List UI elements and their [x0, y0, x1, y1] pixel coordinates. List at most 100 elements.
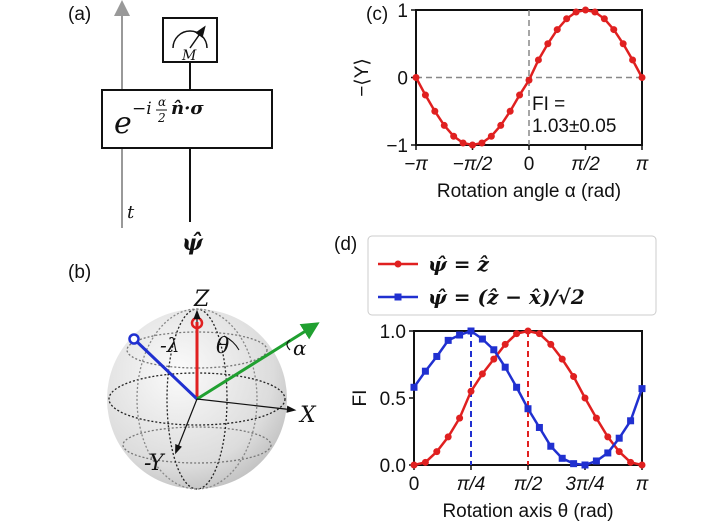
x-axis: [196, 398, 297, 413]
data-point: [490, 355, 498, 363]
y-axis-label: -Y: [144, 451, 166, 476]
data-point: [467, 327, 475, 335]
data-point: [410, 383, 418, 391]
data-point: [638, 385, 646, 393]
data-point: [468, 141, 476, 149]
x-axis-label: X: [298, 403, 317, 428]
data-point: [525, 76, 533, 84]
data-point: [619, 40, 627, 48]
x-tick-label: π/4: [457, 474, 486, 495]
y-tick-label: 1.0: [380, 322, 406, 343]
data-point: [544, 40, 552, 48]
svg-text:2: 2: [157, 111, 166, 125]
data-point: [615, 434, 623, 442]
data-point: [591, 8, 599, 16]
legend-red-label: ψ̂ = ẑ: [428, 252, 490, 276]
rotation-gate-formula: e −i α 2 n̂·σ: [114, 95, 204, 141]
data-point: [600, 15, 608, 23]
y-tick-label: 0.0: [380, 456, 406, 477]
rotation-direction-icon: [286, 339, 291, 351]
chart-c: −π −π/2 0 π/2 π −1 0 1 Rotation angle α (rad) −⟨Y…: [352, 1, 650, 202]
data-point: [638, 461, 646, 469]
fi-annotation-value: 1.03±0.05: [532, 116, 616, 137]
data-point: [524, 405, 532, 413]
data-point: [421, 367, 429, 375]
blue-state-marker: [128, 333, 140, 345]
data-point: [431, 107, 439, 115]
data-point: [570, 460, 578, 468]
data-point: [604, 449, 612, 457]
data-point: [478, 335, 486, 343]
legend-blue-marker: [394, 293, 402, 301]
data-point: [456, 331, 464, 339]
legend-blue-label: ψ̂ = (ẑ − x̂)/√2: [428, 285, 585, 309]
alpha-angle-label: α: [293, 336, 307, 360]
y-axis: [175, 398, 198, 455]
data-point: [501, 363, 509, 371]
data-point: [444, 336, 452, 344]
data-point: [610, 26, 618, 34]
data-point: [524, 327, 532, 335]
data-point: [553, 26, 561, 34]
panel-d-label: (d): [334, 234, 357, 255]
panel-a-label: (a): [68, 4, 91, 25]
x-tick-label: 3π/4: [565, 474, 604, 495]
lambda-angle-label: -λ: [160, 333, 179, 357]
fi-annotation-line1: FI =: [532, 94, 565, 115]
data-point: [456, 414, 464, 422]
legend-box: [367, 235, 657, 316]
x-tick-label: 0: [524, 154, 535, 175]
y-tick-label: 0: [397, 69, 408, 90]
data-point: [421, 91, 429, 99]
data-point: [513, 383, 521, 391]
data-point: [627, 417, 635, 425]
rotation-gate-box: [101, 89, 273, 149]
data-point: [506, 107, 514, 115]
data-point: [433, 352, 441, 360]
blue-state-vector: [132, 337, 199, 401]
meter-icon: [172, 25, 208, 49]
data-point: [570, 373, 578, 381]
panel-c-label: (c): [366, 4, 388, 25]
data-point: [547, 340, 555, 348]
legend: ψ̂ = ẑ ψ̂ = (ẑ − x̂)/√2: [367, 235, 657, 316]
x-tick-label: π: [636, 474, 650, 495]
data-point: [558, 454, 566, 462]
data-point: [592, 457, 600, 465]
data-point: [421, 458, 429, 466]
y-tick-label: −1: [386, 136, 408, 157]
data-point: [581, 461, 589, 469]
panel-b-bloch-sphere: (b) Z X -Y -λ θ α: [68, 262, 320, 490]
data-point: [638, 74, 646, 81]
data-point: [558, 355, 566, 363]
data-point: [581, 394, 589, 402]
svg-text:α: α: [158, 95, 166, 109]
data-point: [467, 387, 475, 395]
data-point: [604, 433, 612, 441]
data-point: [459, 139, 467, 147]
data-point: [497, 121, 505, 129]
y-axis-label: −⟨Y⟩: [352, 58, 373, 97]
panel-b-label: (b): [68, 262, 91, 283]
panel-a-circuit: (a) t M e −i α 2 n̂·σ ψ̂: [68, 0, 273, 256]
x-tick-label: 0: [409, 474, 420, 495]
data-point: [440, 121, 448, 129]
data-point: [513, 330, 521, 338]
data-point: [516, 91, 524, 99]
y-axis-label: FI: [350, 390, 371, 407]
data-point: [547, 442, 555, 450]
data-point: [478, 139, 486, 147]
data-point: [490, 346, 498, 354]
x-axis-label: Rotation axis θ (rad): [442, 501, 613, 522]
x-axis-label: Rotation angle α (rad): [437, 181, 621, 202]
data-point: [615, 448, 623, 456]
data-point: [450, 132, 458, 140]
y-tick-label: 0.5: [380, 389, 406, 410]
x-tick-label: −π: [404, 154, 429, 175]
data-point: [433, 448, 441, 456]
data-point: [534, 56, 542, 64]
y-tick-label: 1: [397, 1, 408, 22]
x-tick-label: π/2: [571, 154, 600, 175]
data-point: [592, 414, 600, 422]
